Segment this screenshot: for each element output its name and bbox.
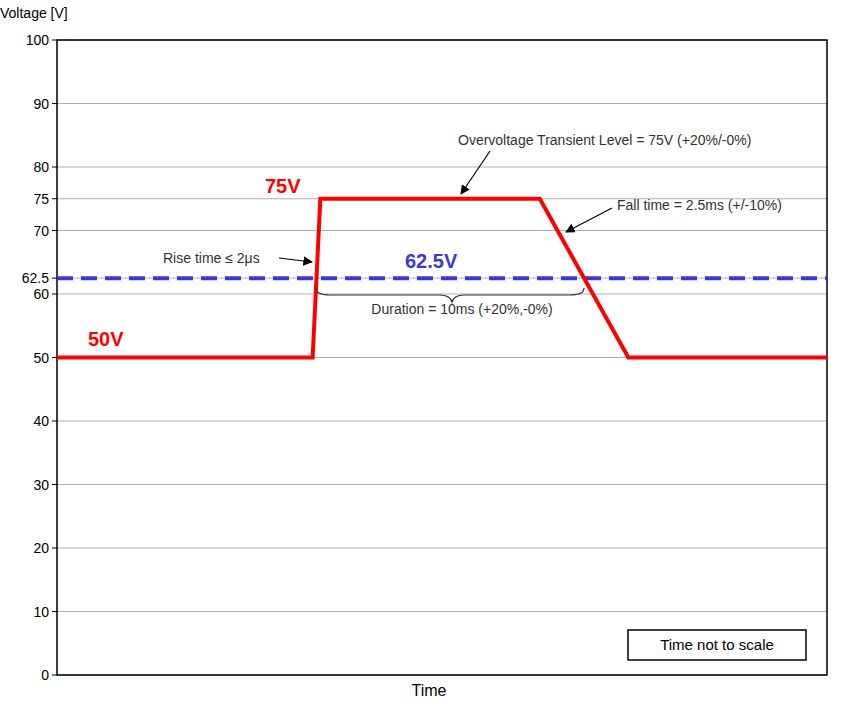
grid-line bbox=[57, 484, 827, 485]
y-tick-label: 40 bbox=[33, 413, 49, 429]
annotation: 75V bbox=[265, 175, 301, 197]
y-tick-label: 20 bbox=[33, 540, 49, 556]
y-tick-label: 0 bbox=[41, 667, 49, 683]
grid-line bbox=[57, 230, 827, 231]
annotation: Fall time = 2.5ms (+/-10%) bbox=[617, 197, 782, 213]
grid-line bbox=[57, 421, 827, 422]
grid-line bbox=[57, 103, 827, 104]
grid-line bbox=[57, 294, 827, 295]
y-tick-label: 50 bbox=[33, 350, 49, 366]
reference-line bbox=[57, 276, 827, 280]
annotation-arrow bbox=[566, 208, 612, 232]
y-tick-label: 62.5 bbox=[22, 270, 49, 286]
annotation-arrow bbox=[279, 258, 312, 262]
grid-line bbox=[57, 548, 827, 549]
y-tick-label: 100 bbox=[26, 32, 50, 48]
y-axis-label: Voltage [V] bbox=[0, 5, 68, 21]
grid-line bbox=[57, 278, 827, 279]
x-axis-label: Time bbox=[412, 682, 447, 699]
y-tick-label: 70 bbox=[33, 223, 49, 239]
y-tick-label: 10 bbox=[33, 604, 49, 620]
duration-brace bbox=[316, 288, 584, 302]
y-tick-label: 90 bbox=[33, 96, 49, 112]
y-tick-label: 80 bbox=[33, 159, 49, 175]
plot-area bbox=[57, 199, 827, 358]
annotation: Rise time ≤ 2μs bbox=[163, 250, 260, 266]
annotation-arrow bbox=[461, 151, 490, 194]
annotation: Overvoltage Transient Level = 75V (+20%/… bbox=[458, 132, 751, 148]
chart: 0 10 20 30 40 50 6062.5 70 75 80 90 100 62.5V 75V 50V O… bbox=[0, 0, 847, 714]
y-tick-label: 60 bbox=[33, 286, 49, 302]
note: Time not to scale bbox=[660, 636, 774, 653]
reference-label: 62.5V bbox=[405, 250, 458, 272]
y-tick-label: 30 bbox=[33, 477, 49, 493]
note-box bbox=[628, 630, 806, 660]
series-line bbox=[57, 199, 827, 358]
annotation: 50V bbox=[88, 328, 124, 350]
plot-frame bbox=[57, 40, 827, 675]
grid-line bbox=[57, 611, 827, 612]
grid-line bbox=[57, 167, 827, 168]
annotation: Duration = 10ms (+20%,-0%) bbox=[371, 301, 552, 317]
y-tick-label: 75 bbox=[33, 191, 49, 207]
